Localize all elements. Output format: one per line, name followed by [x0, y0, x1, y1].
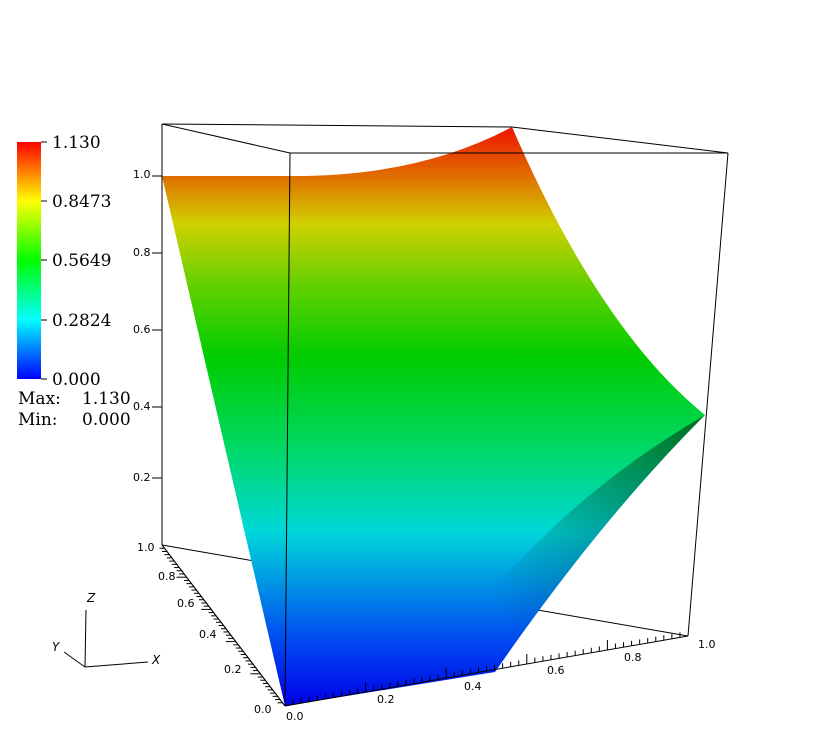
min-value: 0.000 [82, 410, 131, 430]
minor-ticks [159, 547, 681, 705]
triad-x-label: X [151, 653, 161, 667]
z-tick-label: 0.8 [133, 246, 151, 259]
triad-y-label: Y [52, 640, 61, 654]
y-tick-label: 0.8 [158, 570, 176, 583]
x-tick-label: 0.0 [286, 710, 304, 723]
bounding-box-front [284, 152, 729, 707]
x-tick-label: 0.8 [624, 651, 642, 664]
colorbar-tick-label: 0.5649 [52, 251, 111, 271]
x-tick-label: 0.4 [464, 680, 482, 693]
y-tick-label: 0.6 [177, 597, 195, 610]
colorbar: 1.130 0.8473 0.5649 0.2824 0.000 Max: 1.… [17, 133, 131, 430]
x-tick-label: 0.2 [377, 693, 395, 706]
y-tick-label: 0.2 [224, 663, 242, 676]
y-tick-label: 0.0 [254, 703, 272, 716]
triad-z-label: Z [86, 591, 96, 605]
surface [162, 127, 705, 706]
surface-mesh [162, 127, 705, 706]
max-value: 1.130 [82, 389, 131, 409]
y-tick-label: 1.0 [137, 541, 155, 554]
y-tick-label: 0.4 [199, 628, 217, 641]
x-tick-label: 0.6 [547, 664, 565, 677]
z-tick-label: 1.0 [133, 168, 151, 181]
x-tick-label: 1.0 [698, 638, 716, 651]
z-tick-label: 0.4 [133, 400, 151, 413]
z-tick-label: 0.6 [133, 323, 151, 336]
colorbar-tick-label: 0.8473 [52, 192, 111, 212]
min-label: Min: [18, 410, 58, 430]
max-label: Max: [18, 389, 61, 409]
colorbar-tick-label: 0.2824 [52, 311, 111, 331]
colorbar-tick-label: 1.130 [52, 133, 101, 153]
orientation-triad: X Z Y [52, 591, 161, 668]
colorbar-tick-label: 0.000 [52, 370, 101, 390]
z-tick-label: 0.2 [133, 471, 151, 484]
surface-shading [470, 415, 705, 672]
colorbar-gradient [17, 142, 41, 379]
tick-labels: 1.0 0.8 0.6 0.4 0.2 0.0 0.2 0.4 0.6 0.8 … [133, 168, 716, 723]
